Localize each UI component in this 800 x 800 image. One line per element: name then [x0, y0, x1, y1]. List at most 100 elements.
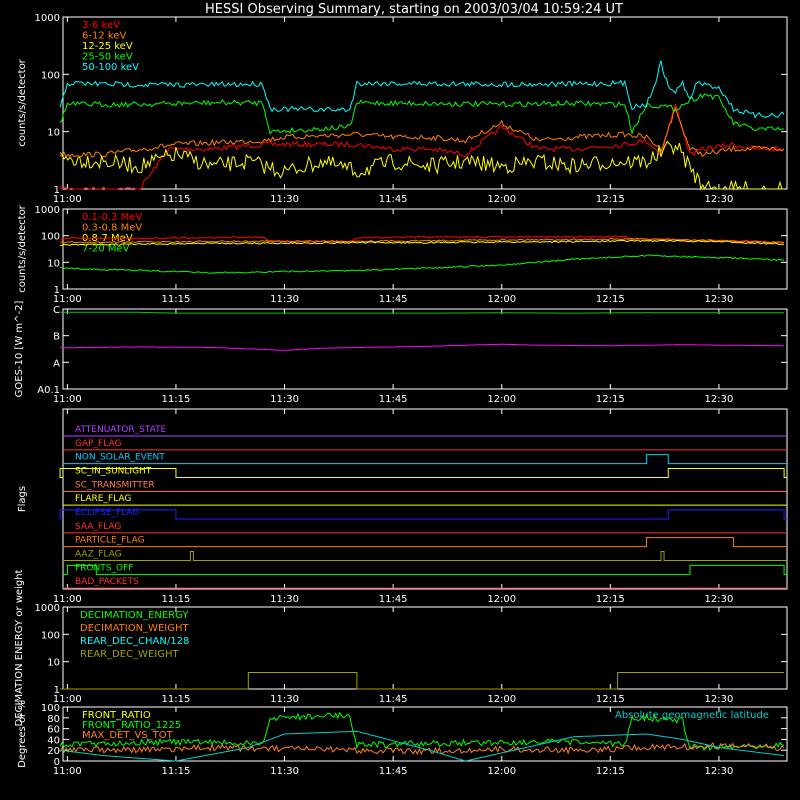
legend-label: DECIMATION_WEIGHT: [80, 623, 189, 634]
y-tick-label: 1000: [35, 205, 60, 216]
x-tick-label: 11:00: [53, 294, 82, 305]
flag-line: [59, 509, 787, 520]
y-tick-label: 1000: [35, 603, 60, 614]
legend-label: 6-12 keV: [82, 31, 126, 42]
flag-label: ECLIPSE_FLAG: [75, 508, 139, 518]
legend-label: 50-100 keV: [82, 62, 139, 73]
legend-label: FRONT_RATIO_1225: [82, 720, 181, 731]
x-tick-label: 12:30: [705, 594, 734, 605]
y-tick-label: 100: [41, 703, 60, 714]
flag-line: [63, 551, 787, 561]
x-tick-label: 12:00: [487, 594, 516, 605]
panel-frame: [62, 706, 788, 762]
series-line: [59, 106, 785, 158]
x-tick-label: 12:30: [705, 194, 734, 205]
y-tick-label: 100: [41, 630, 60, 641]
x-tick-label: 11:30: [270, 194, 299, 205]
chart-title: HESSI Observing Summary, starting on 200…: [205, 2, 623, 17]
y-tick-label: B: [53, 332, 60, 343]
flag-label: FLARE_FLAG: [75, 494, 131, 504]
x-tick-label: 11:00: [53, 394, 82, 405]
flag-line: [63, 537, 787, 548]
flag-label: GAP_FLAG: [75, 439, 121, 449]
flag-line: [59, 468, 787, 478]
y-tick-label: C: [53, 305, 60, 316]
flag-label: AAZ_FLAG: [75, 550, 122, 560]
y-tick-label: A: [53, 358, 60, 369]
series-line: [60, 672, 785, 690]
flag-line: [63, 454, 787, 465]
panel-goes: GOES-10 [W m^-2] A0.1 A B C 11:00 11:15 11:30 11…: [14, 301, 788, 405]
panel-frame: [62, 408, 788, 590]
series-line: [59, 93, 785, 135]
series-line: [59, 711, 785, 752]
panel-flags: Flags 11:00 11:15 11:30 11:45 12:00 12:15 12:30…: [17, 408, 788, 605]
x-tick-label: 12:30: [705, 394, 734, 405]
flag-label: FRONTS_OFF: [75, 563, 133, 573]
legend-label: MAX_DET_VS_TOT: [82, 730, 174, 741]
x-tick-label: 11:45: [379, 294, 408, 305]
x-tick-label: 12:30: [705, 294, 734, 305]
x-tick-label: 11:00: [53, 194, 82, 205]
panel-frame: [62, 16, 788, 190]
x-tick-label: 11:45: [379, 766, 408, 777]
x-tick-label: 12:15: [596, 194, 625, 205]
y-tick-label: 1: [54, 685, 60, 696]
flag-line: [63, 564, 787, 575]
x-tick-label: 11:15: [162, 694, 191, 705]
x-tick-label: 11:15: [162, 394, 191, 405]
x-tick-label: 12:30: [705, 766, 734, 777]
panel-gamma: counts/s/detector 1 10 100 1000 11:00 11:15 11:…: [17, 204, 788, 305]
series-line: [59, 103, 785, 190]
x-tick-label: 12:15: [596, 694, 625, 705]
x-tick-label: 12:00: [487, 394, 516, 405]
panel-frame: [62, 208, 788, 290]
panel-hxr: counts/s/detector 1 10 100 1000 11:00 11:15 11:…: [17, 13, 788, 205]
flag-label: SC_TRANSMITTER: [75, 480, 155, 490]
legend-label: Absolute geomagnetic latitude: [615, 710, 769, 721]
series-line: [60, 730, 785, 762]
y-tick-label: 10: [47, 258, 60, 269]
legend-label: 0.1-0.3 MeV: [82, 212, 142, 223]
x-tick-label: 11:30: [270, 694, 299, 705]
legend-label: 0.3-0.8 MeV: [82, 223, 142, 234]
series-line: [60, 239, 785, 247]
x-tick-label: 12:00: [487, 194, 516, 205]
legend-label: REAR_DEC_WEIGHT: [80, 649, 179, 660]
flag-label: PARTICLE_FLAG: [75, 536, 145, 546]
y-tick-label: 100: [41, 70, 60, 81]
series-line: [59, 60, 785, 119]
legend-label: 12-25 keV: [82, 41, 133, 52]
series-line: [59, 742, 785, 756]
x-tick-label: 11:15: [162, 294, 191, 305]
x-tick-label: 11:30: [270, 766, 299, 777]
panel-frame: [62, 308, 788, 390]
panel-decimation: DECIMATION ENERGY or weight 110100100011:…: [14, 569, 788, 726]
y-axis-label: Degrees or %: [17, 700, 28, 768]
x-tick-label: 11:15: [162, 194, 191, 205]
x-tick-label: 11:45: [379, 694, 408, 705]
series-line: [60, 343, 785, 351]
x-tick-label: 12:00: [487, 294, 516, 305]
y-axis-label: DECIMATION ENERGY or weight: [14, 569, 25, 726]
x-tick-label: 12:30: [705, 694, 734, 705]
flag-label: ATTENUATOR_STATE: [75, 425, 167, 435]
x-tick-label: 12:15: [596, 294, 625, 305]
series-line: [60, 311, 785, 314]
x-tick-label: 12:00: [487, 766, 516, 777]
x-tick-label: 12:15: [596, 766, 625, 777]
x-tick-label: 11:15: [162, 594, 191, 605]
x-tick-label: 11:30: [270, 294, 299, 305]
y-tick-label: A0.1: [37, 385, 60, 396]
y-axis-label: counts/s/detector: [17, 204, 28, 292]
x-tick-label: 12:00: [487, 694, 516, 705]
flag-label: SC_IN_SUNLIGHT: [75, 467, 152, 477]
x-tick-label: 11:45: [379, 394, 408, 405]
x-tick-label: 11:45: [379, 594, 408, 605]
flag-label: BAD_PACKETS: [75, 577, 139, 587]
y-tick-label: 1000: [35, 13, 60, 24]
legend-label: 25-50 keV: [82, 52, 133, 63]
y-tick-label: 1: [54, 285, 60, 296]
